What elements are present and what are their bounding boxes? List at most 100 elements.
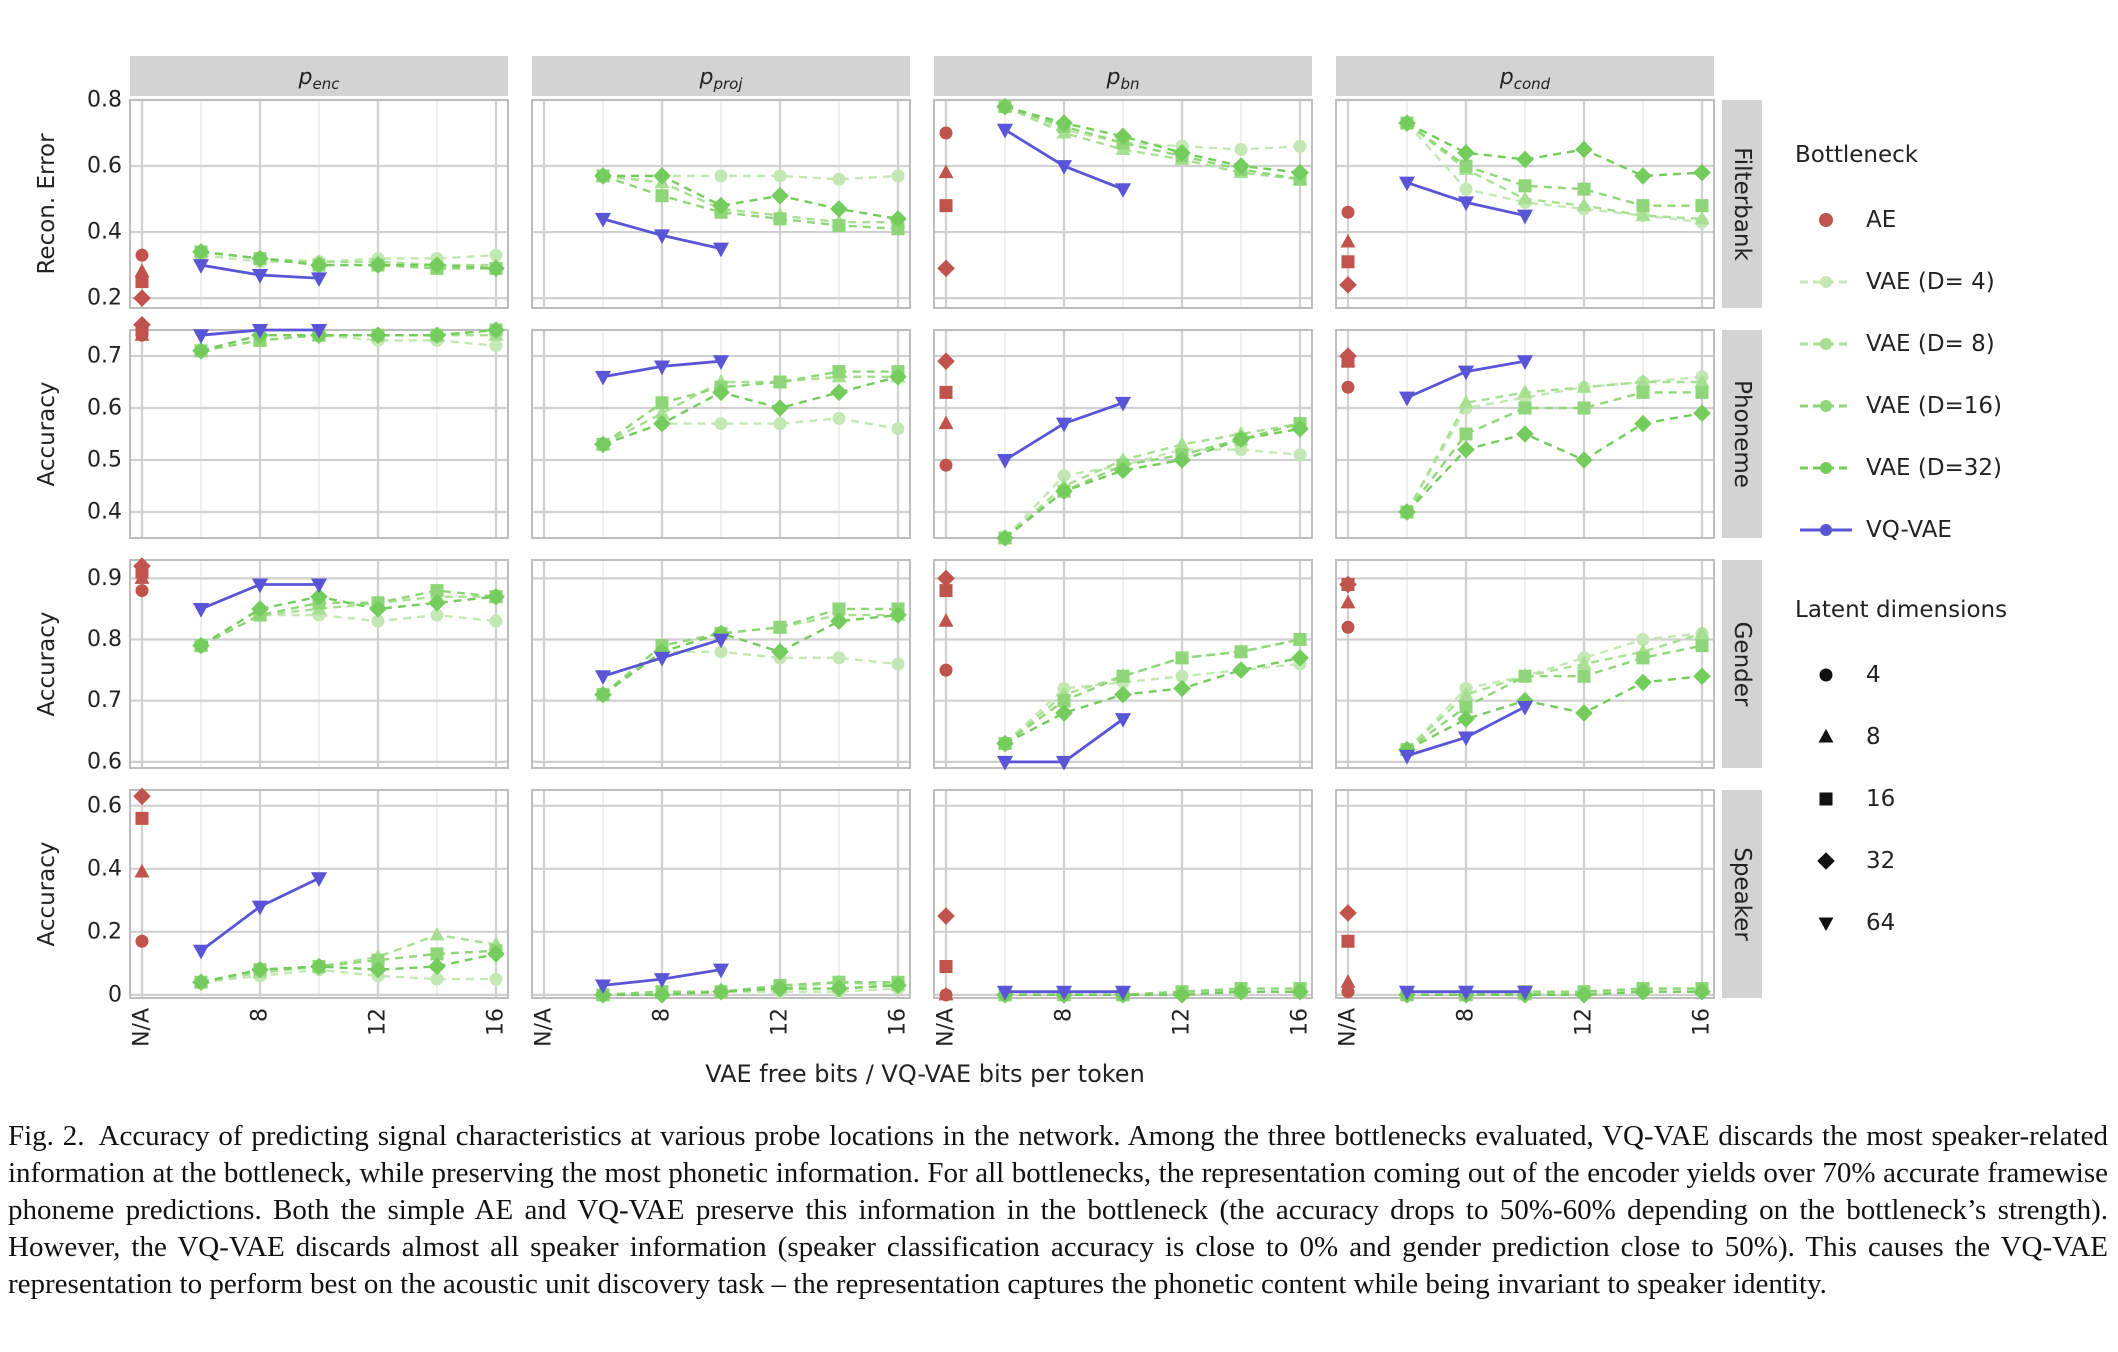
column-strip-cond [1336,56,1714,96]
point-vae-d8 [1576,197,1592,212]
point-vae-d32 [1173,451,1191,469]
series-line-vae-d8 [1405,380,1702,513]
point-vae-d32 [889,976,907,995]
series-line-vae-d4 [1004,448,1301,539]
point-vae-d16 [1636,199,1650,213]
legend-title-bottleneck: Bottleneck [1795,142,1919,168]
series-line-vae-d4 [200,613,497,647]
x-tick-label: 12 [768,1008,793,1036]
point-vq-vae [1055,755,1073,771]
panel-frame [1335,559,1715,769]
point-ae-latent-8 [134,263,150,278]
point-vq-vae [1398,749,1416,765]
point-ae-latent-32 [133,557,151,575]
point-ae-latent-32 [1339,904,1357,922]
point-vq-vae [996,454,1014,469]
series-line-vae-d16 [602,370,898,446]
point-vq-vae [192,602,210,618]
legend-key-vae-marker [1820,400,1832,412]
point-vae-d4 [371,614,385,628]
point-vae-d4 [1459,182,1473,196]
point-ae-latent-4 [1341,985,1355,999]
y-tick-label: 0.6 [87,396,122,421]
point-vae-d8 [1517,384,1533,398]
point-vae-d16 [1577,182,1591,196]
y-tick-label: 0.9 [87,566,122,591]
legend-key-latent-32 [1817,852,1835,870]
series-line-vae-d16 [1406,391,1702,513]
point-vae-d4 [891,657,905,671]
point-vq-vae [1516,355,1534,370]
point-vq-vae [251,269,269,284]
point-vae-d32 [712,383,730,402]
point-vae-d32 [1693,982,1711,1001]
legend-key-vae-marker [1820,276,1832,288]
point-vae-d32 [487,321,505,339]
point-vae-d16 [773,375,787,389]
point-ae-latent-16 [1341,255,1355,269]
point-vae-d32 [310,587,328,606]
x-tick-label: 12 [366,1008,391,1036]
legend-key-vq-vae-marker [1820,524,1832,536]
point-vae-d4 [1175,669,1189,683]
legend-label-bottleneck: VAE (D= 8) [1866,331,1995,357]
point-vae-d32 [1693,667,1711,686]
legend-key-latent-64 [1818,917,1834,932]
point-vae-d8 [1635,207,1651,222]
point-vae-d4 [1636,633,1650,647]
y-tick-label: 0 [108,982,122,1007]
point-vae-d16 [773,620,787,634]
x-axis-label: VAE free bits / VQ-VAE bits per token [705,1060,1145,1088]
point-vae-d32 [310,256,328,274]
legend-key-ae [1819,213,1833,227]
point-vae-d4 [489,614,503,628]
point-vae-d4 [1234,143,1248,157]
point-vae-d32 [369,256,387,274]
point-vae-d32 [1291,420,1309,438]
point-ae-latent-8 [938,415,954,430]
y-tick-label: 0.2 [87,919,122,944]
point-vae-d32 [1291,163,1309,182]
point-vae-d32 [487,259,505,278]
point-vae-d32 [369,960,387,979]
point-vae-d32 [771,642,789,661]
point-vae-d8 [1694,625,1710,639]
column-strip-bn [934,56,1312,96]
point-vae-d32 [369,600,387,618]
panel-frame [531,559,911,769]
point-vae-d32 [889,606,907,624]
series-line-vae-d32 [200,595,497,647]
point-vae-d32 [1232,982,1250,1001]
point-vae-d32 [771,979,789,998]
figure: penc pproj pbn pcond Filterbank Phoneme Gender… [34,56,2007,1088]
point-vae-d32 [1232,430,1250,448]
point-vq-vae [1516,209,1534,225]
legend-label-bottleneck: VAE (D= 4) [1866,269,1995,295]
point-vae-d4 [430,608,444,622]
row-title-filterbank: Filterbank [1729,147,1755,261]
y-axis-label: Recon. Error [34,133,60,275]
series-line-vae-d32 [1004,105,1301,174]
series-line-vae-d8 [200,933,497,984]
point-vae-d32 [1398,503,1416,521]
series-line-vae-d16 [602,981,898,997]
series-line-vae-d8 [1406,632,1703,751]
point-ae-latent-8 [1340,233,1356,248]
panel-frame [129,559,509,769]
point-vae-d32 [1693,163,1711,182]
series-line-vae-d32 [1004,427,1301,539]
point-ae-latent-32 [133,289,151,307]
point-ae-latent-16 [1341,934,1355,948]
point-vae-d32 [653,414,671,433]
point-vae-d32 [771,399,789,417]
point-vae-d32 [830,383,848,402]
legend-label-latent: 64 [1866,910,1895,936]
point-vae-d16 [891,222,905,236]
point-vq-vae [653,651,671,667]
y-tick-label: 0.6 [87,749,122,774]
point-vae-d16 [655,189,669,203]
point-vq-vae [653,360,671,376]
point-vae-d32 [428,256,446,274]
point-vae-d32 [1055,114,1073,132]
legend-label-latent: 16 [1866,786,1895,812]
